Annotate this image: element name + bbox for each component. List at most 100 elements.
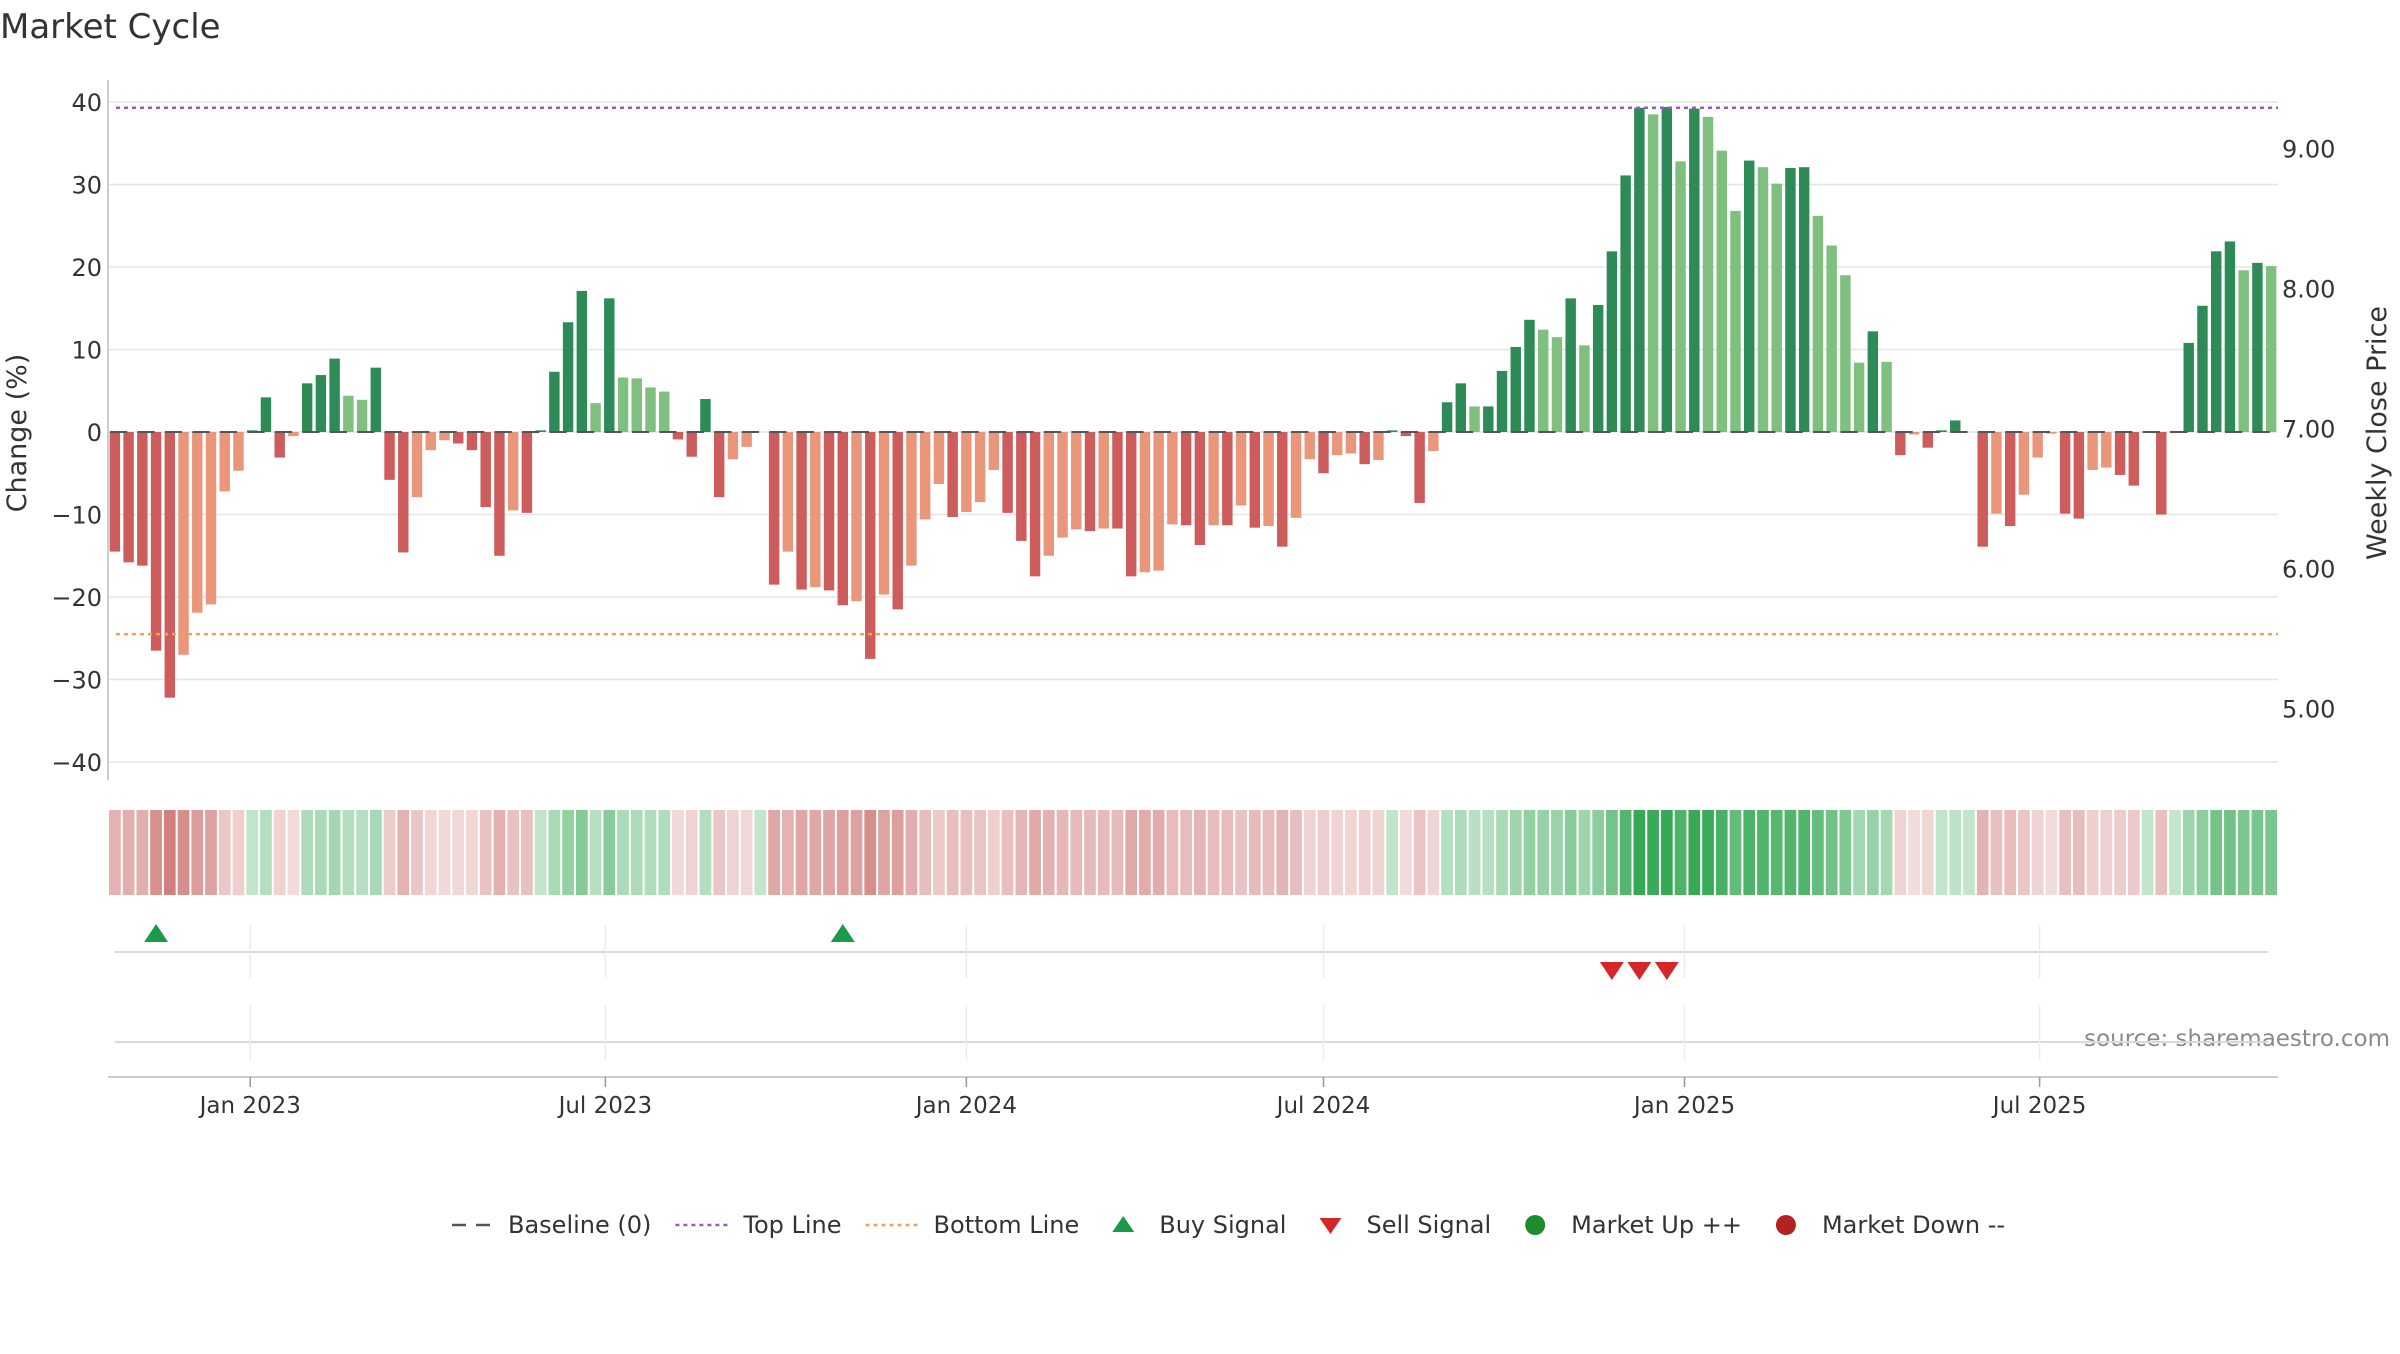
change-bar bbox=[1538, 330, 1548, 432]
cycle-cell bbox=[1373, 810, 1385, 895]
cycle-cell bbox=[961, 810, 973, 895]
cycle-cell bbox=[164, 810, 176, 895]
change-bar bbox=[178, 432, 188, 655]
legend-swatch-circle bbox=[1776, 1215, 1796, 1235]
change-bar bbox=[1511, 347, 1521, 432]
y2-tick-label: 6.00 bbox=[2282, 556, 2335, 584]
change-bar bbox=[577, 291, 587, 432]
cycle-cell bbox=[1579, 810, 1591, 895]
cycle-cell bbox=[2210, 810, 2222, 895]
change-bar bbox=[1222, 432, 1232, 525]
change-bar bbox=[1373, 432, 1383, 460]
cycle-cell bbox=[1084, 810, 1096, 895]
cycle-cell bbox=[507, 810, 519, 895]
change-bar bbox=[1208, 432, 1218, 525]
change-bar bbox=[1717, 151, 1727, 432]
cycle-cell bbox=[1730, 810, 1742, 895]
change-bar bbox=[1771, 184, 1781, 432]
change-bar bbox=[302, 383, 312, 432]
change-bar bbox=[1620, 175, 1630, 432]
change-bar bbox=[1552, 337, 1562, 432]
cycle-cell bbox=[1400, 810, 1412, 895]
change-bar bbox=[151, 432, 161, 651]
cycle-cell bbox=[1359, 810, 1371, 895]
legend-label: Baseline (0) bbox=[508, 1211, 651, 1239]
legend-item: Baseline (0) bbox=[452, 1211, 651, 1239]
change-bar bbox=[865, 432, 875, 659]
cycle-cell bbox=[947, 810, 959, 895]
change-bar bbox=[563, 322, 573, 432]
cycle-cell bbox=[411, 810, 423, 895]
change-bar bbox=[2005, 432, 2015, 526]
cycle-cell bbox=[1620, 810, 1632, 895]
x-tick-label: Jul 2023 bbox=[557, 1093, 653, 1119]
cycle-cell bbox=[2142, 810, 2154, 895]
change-bar bbox=[1923, 432, 1933, 448]
change-bar bbox=[1305, 432, 1315, 459]
cycle-cell bbox=[1194, 810, 1206, 895]
cycle-cell bbox=[219, 810, 231, 895]
cycle-cell bbox=[1414, 810, 1426, 895]
cycle-cell bbox=[150, 810, 162, 895]
cycle-cell bbox=[288, 810, 300, 895]
cycle-cell bbox=[878, 810, 890, 895]
change-bar bbox=[1977, 432, 1987, 547]
cycle-cell bbox=[535, 810, 547, 895]
cycle-cell bbox=[2155, 810, 2167, 895]
change-bar bbox=[1044, 432, 1054, 556]
cycle-cell bbox=[1963, 810, 1975, 895]
cycle-cell bbox=[2238, 810, 2250, 895]
change-bar bbox=[1565, 298, 1575, 432]
cycle-cell bbox=[1908, 810, 1920, 895]
cycle-cell bbox=[1180, 810, 1192, 895]
y2-tick-label: 7.00 bbox=[2282, 416, 2335, 444]
change-bar bbox=[1030, 432, 1040, 576]
bars-layer bbox=[110, 107, 2277, 698]
chart-title: Market Cycle bbox=[0, 7, 221, 47]
sell-signal-marker bbox=[1627, 962, 1651, 980]
cycle-cell bbox=[1221, 810, 1233, 895]
cycle-cell bbox=[2265, 810, 2277, 895]
cycle-cell bbox=[892, 810, 904, 895]
change-bar bbox=[934, 432, 944, 484]
cycle-cell bbox=[191, 810, 203, 895]
y2-axis-label: Weekly Close Price bbox=[2362, 306, 2393, 560]
y-tick-label: 40 bbox=[71, 89, 102, 117]
change-bar bbox=[1483, 406, 1493, 432]
change-bar bbox=[590, 403, 600, 432]
cycle-cell bbox=[1647, 810, 1659, 895]
change-bar bbox=[1881, 362, 1891, 432]
change-bar bbox=[398, 432, 408, 552]
cycle-cell bbox=[906, 810, 918, 895]
change-bar bbox=[453, 432, 463, 444]
cycle-cell bbox=[851, 810, 863, 895]
change-bar bbox=[1950, 420, 1960, 432]
cycle-cell bbox=[2018, 810, 2030, 895]
y-axis-label: Change (%) bbox=[2, 354, 33, 513]
legend-label: Market Down -- bbox=[1822, 1211, 2005, 1239]
cycle-cell bbox=[2059, 810, 2071, 895]
change-bar bbox=[714, 432, 724, 497]
change-bar bbox=[1112, 432, 1122, 529]
cycle-cell bbox=[1057, 810, 1069, 895]
cycle-cell bbox=[1167, 810, 1179, 895]
change-bar bbox=[2238, 270, 2248, 432]
cycle-cell bbox=[1208, 810, 1220, 895]
change-bar bbox=[989, 432, 999, 470]
cycle-cell bbox=[2183, 810, 2195, 895]
cycle-cell bbox=[425, 810, 437, 895]
change-bar bbox=[851, 432, 861, 601]
legend-item: Buy Signal bbox=[1112, 1211, 1286, 1239]
change-bar bbox=[1085, 432, 1095, 531]
change-bar bbox=[1291, 432, 1301, 518]
cycle-cell bbox=[727, 810, 739, 895]
cycle-cell bbox=[919, 810, 931, 895]
change-bar bbox=[769, 432, 779, 585]
legend-swatch-triangle-down bbox=[1319, 1218, 1341, 1234]
legend-item: Market Down -- bbox=[1776, 1211, 2005, 1239]
cycle-cell bbox=[1029, 810, 1041, 895]
change-bar bbox=[947, 432, 957, 517]
change-bar bbox=[796, 432, 806, 590]
change-bar bbox=[123, 432, 133, 562]
